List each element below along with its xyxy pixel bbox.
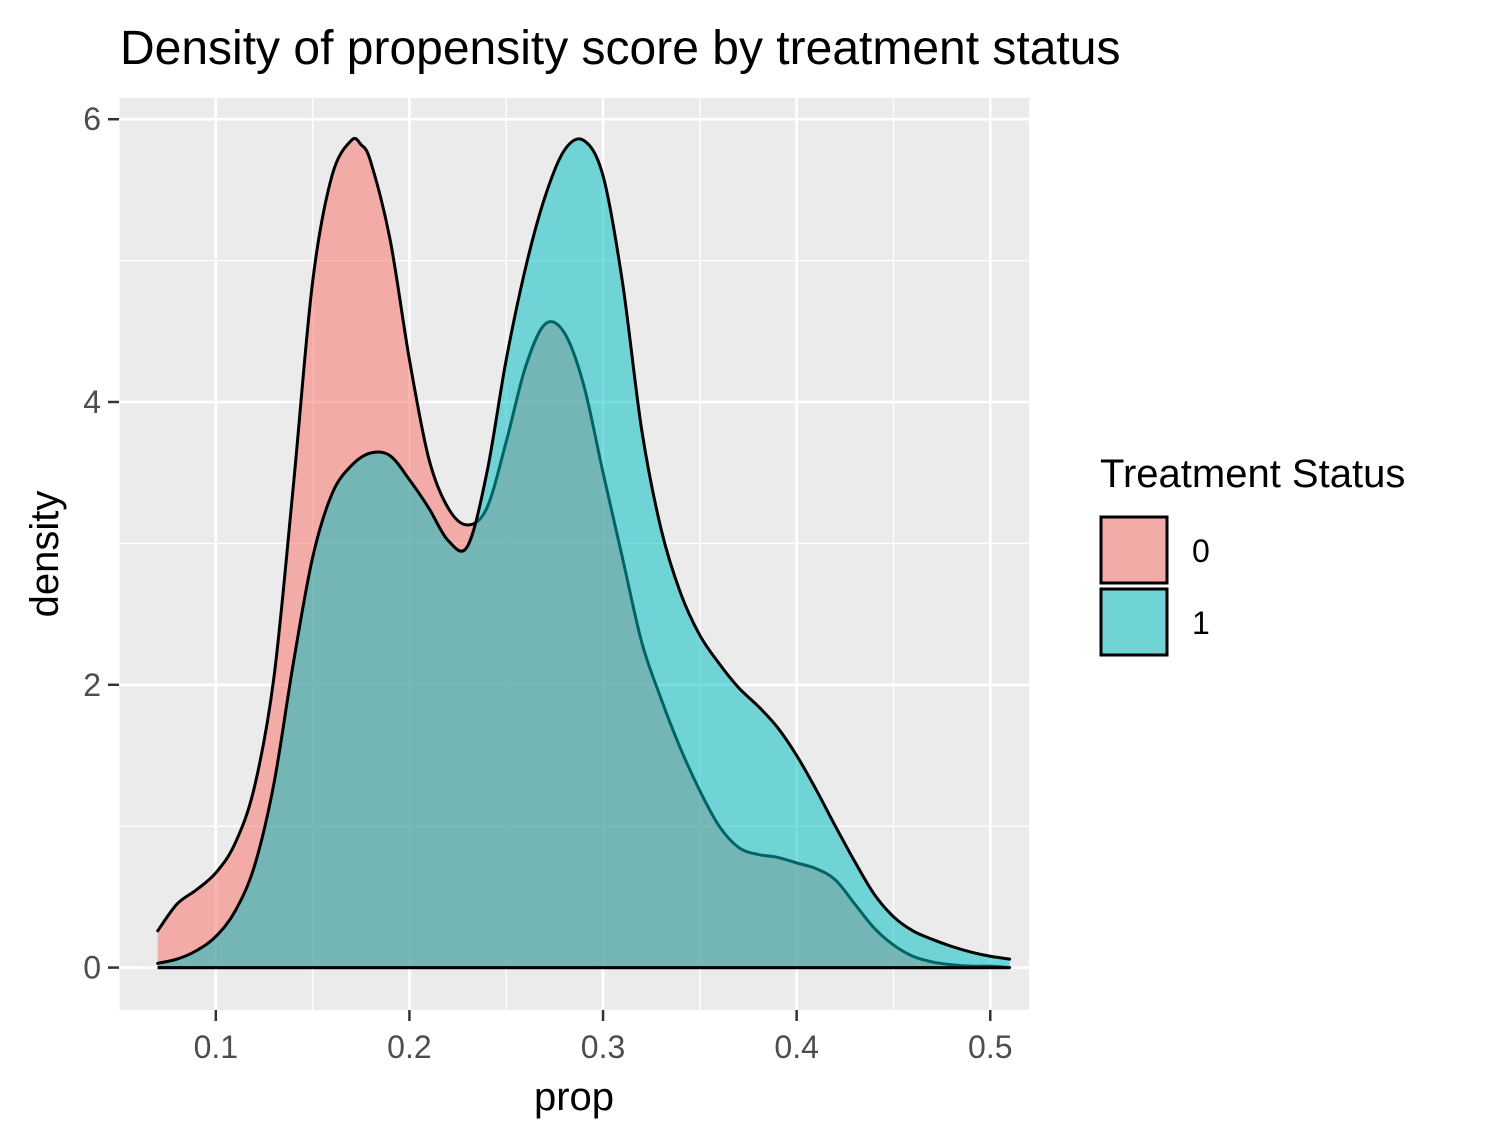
- y-tick-label: 6: [83, 101, 101, 137]
- x-tick-label: 0.4: [774, 1029, 818, 1065]
- x-tick-label: 0.1: [194, 1029, 238, 1065]
- density-line-1: [156, 137, 1012, 965]
- x-tick-label: 0.5: [968, 1029, 1012, 1065]
- legend-label-1: 1: [1192, 605, 1210, 641]
- legend-key-1: [1099, 587, 1169, 657]
- x-tick-label: 0.2: [387, 1029, 431, 1065]
- x-axis: 0.1 0.2 0.3 0.4 0.5: [194, 1010, 1013, 1065]
- density-series: [156, 136, 1012, 970]
- legend-title: Treatment Status: [1100, 452, 1405, 496]
- y-tick-label: 2: [83, 667, 101, 703]
- x-axis-title: prop: [534, 1075, 614, 1119]
- legend-key-0: [1099, 515, 1169, 585]
- y-tick-label: 0: [83, 950, 101, 986]
- legend-label-0: 0: [1192, 533, 1210, 569]
- legend: Treatment Status 0 1: [1099, 452, 1405, 657]
- y-axis: 0 2 4 6: [83, 101, 119, 986]
- x-tick-label: 0.3: [581, 1029, 625, 1065]
- y-axis-title: density: [23, 491, 67, 618]
- y-tick-label: 4: [83, 384, 101, 420]
- density-area-1: [157, 138, 1010, 968]
- chart-title: Density of propensity score by treatment…: [120, 22, 1120, 75]
